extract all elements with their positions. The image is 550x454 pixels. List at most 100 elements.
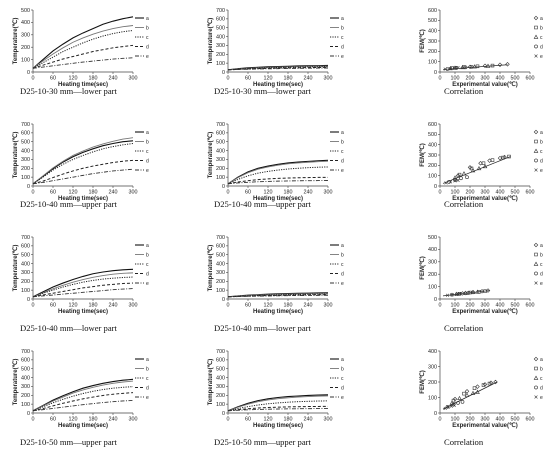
fit-line xyxy=(442,290,490,297)
legend-label: b xyxy=(341,366,344,372)
data-point-c xyxy=(482,163,488,169)
legend-label: d xyxy=(540,158,543,164)
data-point-e xyxy=(457,292,462,296)
x-axis-label: Heating time(sec) xyxy=(58,196,108,202)
data-point-b xyxy=(451,398,456,403)
legend-label: b xyxy=(540,25,543,31)
series-line-e xyxy=(227,294,329,298)
data-point-a xyxy=(493,379,498,385)
series-line-a xyxy=(32,268,134,298)
y-tick-label: 600 xyxy=(216,358,225,364)
data-point-d xyxy=(456,401,460,405)
series-line-b xyxy=(227,160,329,185)
x-axis-label: Heating time(sec) xyxy=(253,82,303,88)
legend-label: e xyxy=(341,54,344,60)
data-point-c xyxy=(454,291,459,296)
legend-marker xyxy=(534,366,538,371)
legend-label: a xyxy=(146,243,149,249)
chart-6: 0 100 200 300 400 500 600 0 100 200 300 400 500 600 Ex… xyxy=(419,122,543,202)
x-tick-label: 300 xyxy=(129,76,138,82)
legend-label: c xyxy=(341,376,344,382)
legend-label: d xyxy=(540,385,543,391)
data-point-a xyxy=(497,155,503,161)
legend-label: d xyxy=(540,271,543,277)
legend-label: b xyxy=(341,25,344,31)
y-tick-label: 500 xyxy=(21,8,30,14)
legend-label: d xyxy=(146,271,149,277)
y-tick-label: 600 xyxy=(21,244,30,250)
y-tick-label: 300 xyxy=(21,157,30,163)
series-line-c xyxy=(32,386,134,412)
y-tick-label: 100 xyxy=(216,288,225,294)
data-point-c xyxy=(461,171,467,176)
x-tick-label: 180 xyxy=(284,76,293,82)
data-point-b xyxy=(487,381,492,386)
x-tick-label: 300 xyxy=(324,190,333,196)
legend-marker xyxy=(534,252,538,257)
chart-2: 0 100 200 300 400 500 600 700 0 60 120 180 240 300 Hea… xyxy=(207,8,344,88)
y-tick-label: 600 xyxy=(216,244,225,250)
legend-label: e xyxy=(146,281,149,287)
series-line-a xyxy=(227,394,329,412)
y-tick-label: 100 xyxy=(216,175,225,181)
x-tick-label: 240 xyxy=(304,190,313,196)
y-tick-label: 100 xyxy=(21,175,30,181)
y-tick-label: 400 xyxy=(21,261,30,267)
x-tick-label: 400 xyxy=(496,417,505,423)
data-point-d xyxy=(465,175,469,180)
x-tick-label: 0 xyxy=(32,303,35,309)
y-axis-label: FEM(℃) xyxy=(419,256,426,279)
x-axis-label: Heating time(sec) xyxy=(253,196,303,202)
data-point-c xyxy=(470,390,476,395)
data-point-b xyxy=(462,391,466,396)
y-tick-label: 600 xyxy=(21,131,30,137)
x-tick-label: 300 xyxy=(481,76,490,82)
series-line-a xyxy=(227,159,329,185)
y-tick-label: 700 xyxy=(21,349,30,355)
x-tick-label: 180 xyxy=(284,303,293,309)
y-tick-label: 100 xyxy=(428,173,437,179)
y-tick-label: 600 xyxy=(216,17,225,23)
y-tick-label: 500 xyxy=(428,132,437,138)
y-tick-label: 0 xyxy=(27,70,30,76)
x-tick-label: 60 xyxy=(50,76,56,82)
legend-marker xyxy=(533,15,539,21)
x-tick-label: 180 xyxy=(89,417,98,423)
series-line-a xyxy=(32,16,134,69)
y-tick-label: 400 xyxy=(216,261,225,267)
x-axis-label: Heating time(sec) xyxy=(253,423,303,429)
data-point-e xyxy=(443,406,447,411)
y-tick-label: 200 xyxy=(21,45,30,51)
legend-marker xyxy=(533,242,539,248)
data-point-d xyxy=(445,404,450,409)
chart-1: 0 100 200 300 400 500 0 60 120 180 240 300 Heating t… xyxy=(12,8,149,88)
data-point-c xyxy=(452,175,458,180)
y-tick-label: 500 xyxy=(21,367,30,373)
legend-label: a xyxy=(146,357,149,363)
x-tick-label: 300 xyxy=(129,190,138,196)
chart-11: 0 100 200 300 400 500 600 700 0 60 120 180 240 300 Hea… xyxy=(207,349,344,429)
y-tick-label: 500 xyxy=(428,18,437,24)
legend-marker xyxy=(534,281,538,285)
x-tick-label: 600 xyxy=(526,303,535,309)
data-point-c xyxy=(464,392,470,397)
y-tick-label: 200 xyxy=(216,393,225,399)
x-tick-label: 300 xyxy=(481,190,490,196)
legend-marker xyxy=(533,34,539,39)
legend-label: b xyxy=(341,139,344,145)
x-tick-label: 100 xyxy=(451,76,460,82)
y-tick-label: 400 xyxy=(216,34,225,40)
y-tick-label: 200 xyxy=(216,52,225,58)
y-tick-label: 0 xyxy=(434,297,437,303)
legend-label: e xyxy=(540,395,543,401)
data-point-c xyxy=(470,289,476,295)
data-point-c xyxy=(475,389,480,394)
legend-label: a xyxy=(341,130,344,136)
x-tick-label: 500 xyxy=(511,303,520,309)
y-tick-label: 100 xyxy=(428,59,437,65)
caption-r1c3: Correlation xyxy=(444,86,484,96)
legend-label: e xyxy=(341,395,344,401)
legend-marker xyxy=(534,158,538,163)
legend-label: b xyxy=(341,252,344,258)
chart-9: 0 100 200 300 400 500 0 100 200 300 400 500 600 Exper… xyxy=(419,235,543,315)
